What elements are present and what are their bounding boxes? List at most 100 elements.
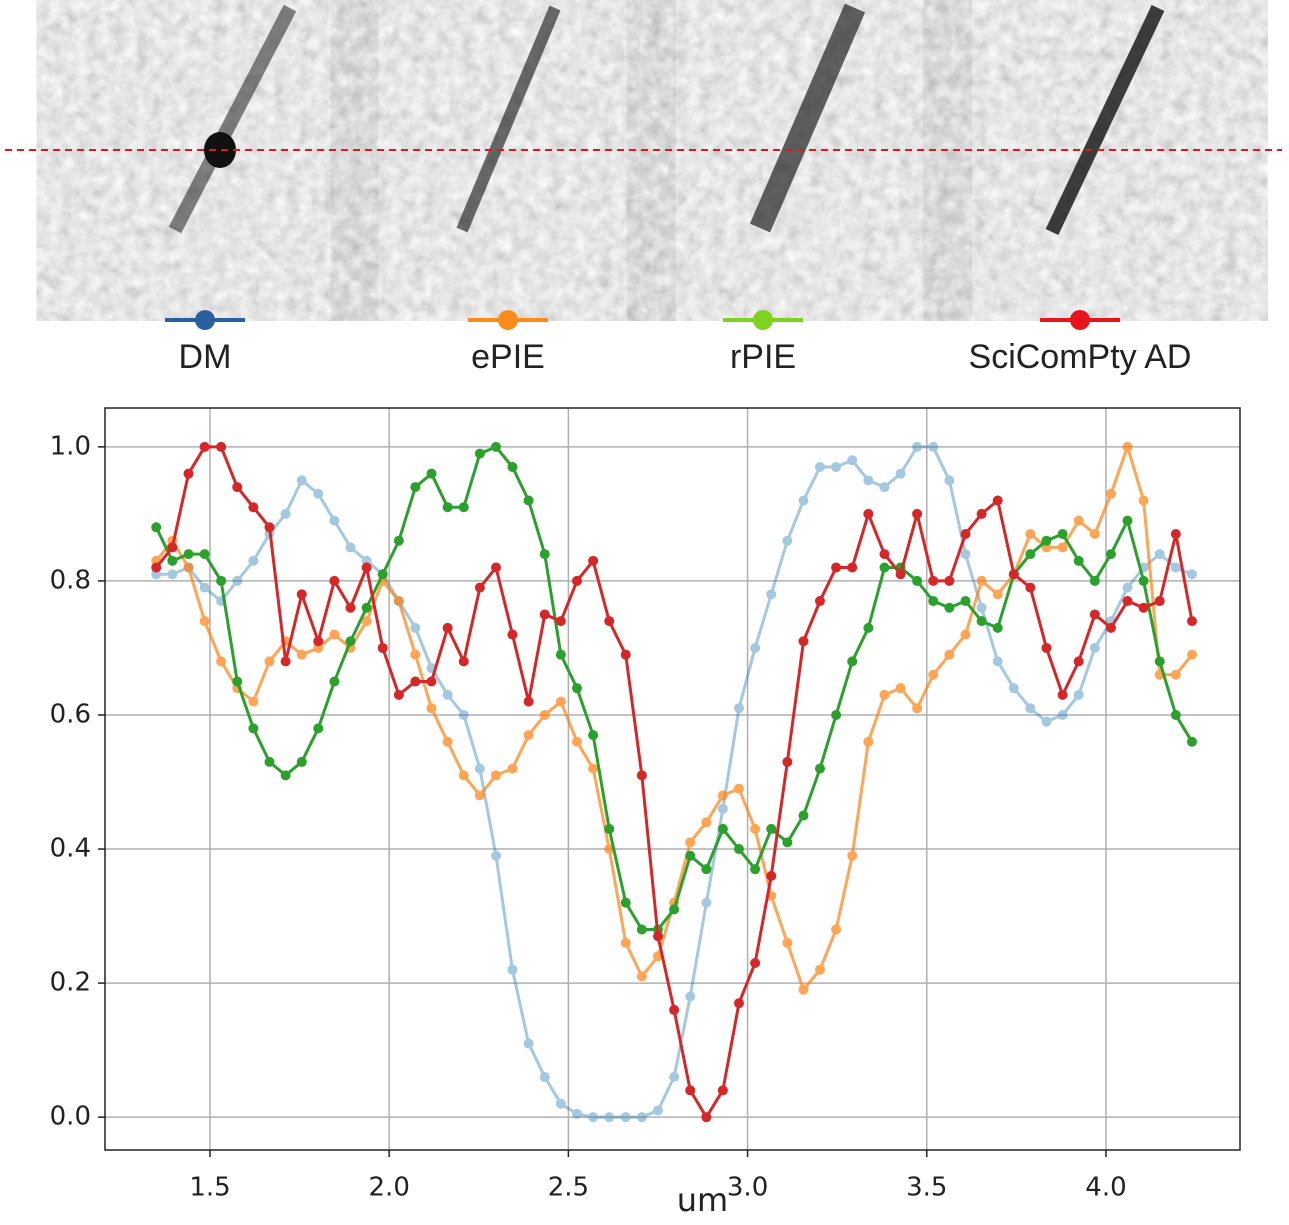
data-point: [183, 549, 194, 560]
data-point: [232, 575, 243, 586]
data-point: [814, 596, 825, 607]
data-point: [426, 468, 437, 479]
data-point: [895, 468, 906, 479]
data-point: [588, 555, 599, 566]
data-point: [863, 475, 874, 486]
y-tick-label: 0.4: [50, 834, 91, 864]
data-point: [539, 609, 550, 620]
data-point: [232, 482, 243, 493]
data-point: [1122, 515, 1133, 526]
data-point: [912, 441, 923, 452]
data-point: [782, 756, 793, 767]
data-point: [1057, 529, 1068, 540]
data-point: [539, 549, 550, 560]
data-point: [766, 823, 777, 834]
data-point: [216, 575, 227, 586]
data-point: [458, 709, 469, 720]
legend-marker: [1070, 310, 1090, 330]
data-point: [992, 656, 1003, 667]
data-point: [507, 461, 518, 472]
x-axis-label: um: [677, 1181, 728, 1219]
data-point: [183, 562, 194, 573]
data-point: [588, 763, 599, 774]
data-point: [620, 649, 631, 660]
data-point: [1154, 656, 1165, 667]
series: [151, 441, 1197, 1123]
data-point: [426, 703, 437, 714]
data-point: [976, 508, 987, 519]
data-point: [685, 1085, 696, 1096]
data-point: [798, 495, 809, 506]
data-point: [669, 1004, 680, 1015]
data-point: [490, 562, 501, 573]
data-point: [1073, 515, 1084, 526]
data-point: [167, 542, 178, 553]
data-point: [167, 569, 178, 580]
data-point: [474, 790, 485, 801]
data-point: [555, 696, 566, 707]
data-point: [1170, 529, 1181, 540]
data-point: [1073, 689, 1084, 700]
data-point: [167, 555, 178, 566]
x-tick-label: 1.5: [189, 1173, 230, 1203]
data-point: [199, 441, 210, 452]
series: [151, 441, 1197, 995]
data-point: [248, 555, 259, 566]
data-point: [685, 991, 696, 1002]
data-point: [1105, 488, 1116, 499]
data-point: [879, 482, 890, 493]
data-point: [912, 703, 923, 714]
x-tick-label: 3.5: [906, 1173, 947, 1203]
data-point: [571, 736, 582, 747]
data-point: [733, 844, 744, 855]
data-point: [652, 931, 663, 942]
data-point: [296, 589, 307, 600]
data-point: [1170, 709, 1181, 720]
data-point: [442, 622, 453, 633]
data-point: [750, 823, 761, 834]
data-point: [523, 495, 534, 506]
data-point: [507, 629, 518, 640]
data-point: [814, 763, 825, 774]
data-point: [1057, 542, 1068, 553]
data-point: [588, 730, 599, 741]
data-point: [636, 924, 647, 935]
plot: 0.0 0.2 0.4 0.6 0.8 1.0 1.5 2.0 2.5 3.0 3.5 4.0 um: [50, 407, 1241, 1219]
data-point: [782, 535, 793, 546]
data-point: [539, 709, 550, 720]
data-point: [490, 441, 501, 452]
data-point: [361, 616, 372, 627]
data-point: [750, 957, 761, 968]
data-point: [928, 575, 939, 586]
data-point: [1138, 575, 1149, 586]
data-point: [248, 502, 259, 513]
data-point: [458, 770, 469, 781]
data-point: [766, 589, 777, 600]
data-point: [1138, 602, 1149, 613]
data-point: [912, 575, 923, 586]
data-point: [701, 817, 712, 828]
data-point: [1008, 683, 1019, 694]
data-point: [1025, 582, 1036, 593]
data-point: [199, 582, 210, 593]
data-point: [847, 656, 858, 667]
data-point: [313, 723, 324, 734]
y-tick-label: 0.2: [50, 968, 91, 998]
data-point: [329, 629, 340, 640]
data-point: [296, 756, 307, 767]
data-point: [1089, 575, 1100, 586]
data-point: [636, 971, 647, 982]
data-point: [814, 461, 825, 472]
data-point: [523, 696, 534, 707]
data-point: [410, 622, 421, 633]
data-point: [1105, 622, 1116, 633]
legend-label: SciComPty AD: [969, 338, 1192, 376]
data-point: [636, 1112, 647, 1123]
data-point: [1025, 703, 1036, 714]
data-point: [345, 542, 356, 553]
data-point: [296, 649, 307, 660]
x-tick-label: 4.0: [1085, 1173, 1126, 1203]
data-point: [636, 770, 647, 781]
data-point: [555, 616, 566, 627]
